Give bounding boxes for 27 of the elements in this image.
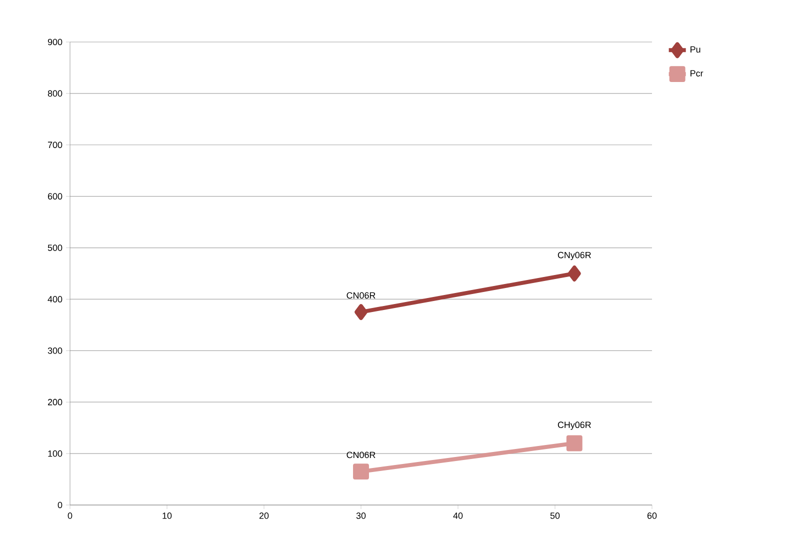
- y-tick-label: 900: [48, 38, 62, 46]
- x-tick-label: 60: [647, 512, 657, 519]
- point: [353, 464, 369, 480]
- y-tick-label: 800: [48, 90, 62, 97]
- data-label: CNy06R: [558, 252, 591, 260]
- y-tick-label: 100: [48, 450, 62, 457]
- y-tick-label: 500: [48, 244, 62, 251]
- x-tick-label: 50: [550, 512, 560, 519]
- x-tick-label: 10: [162, 512, 172, 519]
- y-tick-label: 600: [48, 193, 62, 200]
- point: [568, 266, 581, 282]
- x-tick-label: 30: [356, 512, 366, 519]
- data-label: CN06R: [346, 452, 376, 458]
- data-label: CN06R: [346, 292, 376, 299]
- y-tick-label: 700: [48, 142, 62, 148]
- y-tick-label: 200: [48, 398, 62, 406]
- y-tick-label: 300: [48, 347, 62, 354]
- legend-label: Pu: [690, 46, 700, 53]
- y-tick-label: 0: [58, 502, 62, 508]
- y-tick-label: 400: [48, 296, 62, 302]
- legend-label: Pcr: [690, 70, 704, 77]
- point: [354, 304, 368, 320]
- x-tick-label: 0: [68, 512, 72, 519]
- point: [566, 435, 582, 452]
- x-tick-label: 20: [259, 512, 269, 519]
- x-tick-label: 40: [453, 512, 463, 519]
- data-label: CHy06R: [558, 422, 591, 430]
